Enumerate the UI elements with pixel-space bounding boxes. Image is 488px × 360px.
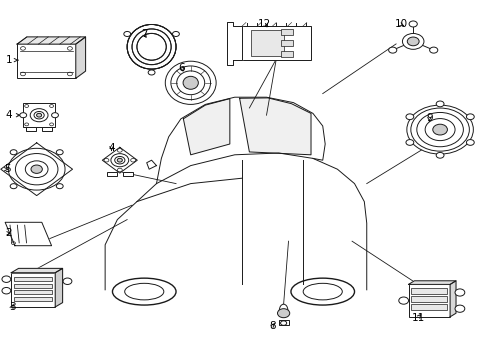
Circle shape [408,21,416,27]
Polygon shape [239,98,310,155]
Bar [26,127,36,131]
Text: 3: 3 [9,302,16,312]
Circle shape [466,140,473,145]
Circle shape [402,33,423,49]
Polygon shape [183,99,229,155]
Bar [14,290,52,294]
Polygon shape [1,143,72,195]
Polygon shape [408,281,455,284]
Circle shape [454,305,464,312]
Bar [242,26,310,60]
Polygon shape [11,269,62,273]
Bar [42,127,52,131]
Polygon shape [102,147,137,173]
Polygon shape [227,22,242,65]
Ellipse shape [183,76,198,89]
Ellipse shape [290,278,354,305]
Text: 8: 8 [268,321,275,331]
Text: 6: 6 [178,63,185,73]
Polygon shape [17,37,85,44]
Ellipse shape [112,278,176,305]
Bar [11,273,55,307]
Polygon shape [5,222,52,246]
Bar [411,288,447,294]
Bar [250,31,283,56]
Bar [14,284,52,288]
Circle shape [37,113,41,117]
Polygon shape [76,37,85,78]
Circle shape [388,47,396,53]
Bar [408,284,449,317]
Circle shape [56,184,63,189]
Bar [14,277,52,281]
Circle shape [277,309,289,318]
Circle shape [172,31,179,36]
Bar [17,44,76,78]
Circle shape [407,37,418,46]
Polygon shape [105,153,366,290]
Polygon shape [156,97,325,184]
Bar [122,172,132,176]
Circle shape [10,150,17,155]
Bar [281,51,293,57]
Text: 1: 1 [5,55,18,65]
Circle shape [405,140,413,145]
Circle shape [31,165,42,174]
Bar [281,40,293,46]
Circle shape [51,113,59,118]
Polygon shape [55,269,62,307]
Text: 5: 5 [4,164,11,174]
Bar [14,297,52,301]
Text: 2: 2 [5,228,12,238]
Circle shape [435,101,443,107]
Circle shape [2,287,11,294]
Circle shape [398,297,408,304]
Polygon shape [449,281,455,317]
Text: 10: 10 [394,19,407,30]
Text: 4: 4 [5,110,20,120]
Bar [278,320,288,325]
Circle shape [20,113,26,118]
Circle shape [454,289,464,296]
Bar [23,103,55,127]
Polygon shape [146,160,156,169]
Circle shape [117,158,122,162]
Ellipse shape [127,24,176,69]
Circle shape [123,31,130,36]
Circle shape [148,70,155,75]
Circle shape [56,150,63,155]
Ellipse shape [279,304,287,317]
Bar [411,296,447,302]
Circle shape [406,105,472,154]
Text: 11: 11 [410,312,424,323]
Bar [281,29,293,35]
Circle shape [2,276,11,282]
Circle shape [435,152,443,158]
Circle shape [405,114,413,120]
Bar [107,172,117,176]
Circle shape [466,114,473,120]
Text: 7: 7 [141,29,147,39]
Text: 12: 12 [257,19,270,30]
Text: 4: 4 [108,143,115,153]
Bar [411,304,447,310]
Circle shape [429,47,437,53]
Circle shape [432,124,447,135]
Circle shape [63,278,72,284]
Ellipse shape [165,61,216,104]
Text: 9: 9 [425,113,432,123]
Circle shape [10,184,17,189]
